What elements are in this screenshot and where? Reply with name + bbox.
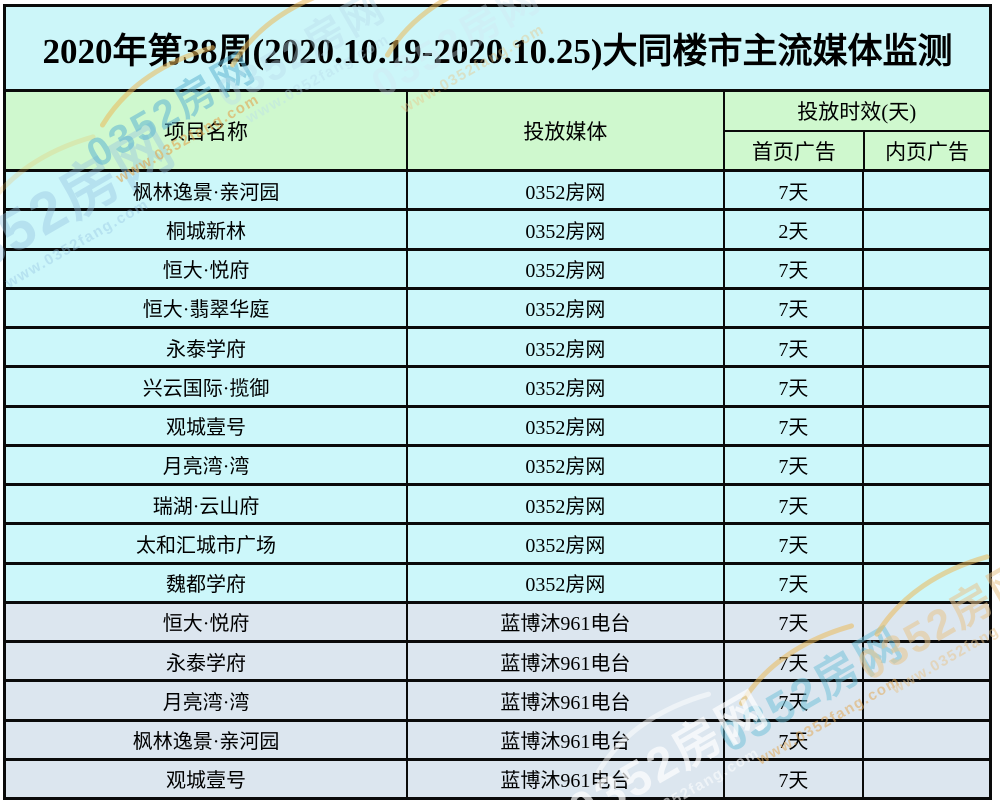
table-row: 恒大·悦府 0352房网 7天 [6, 247, 989, 287]
cell-project-name: 太和汇城市广场 [136, 534, 277, 557]
cell-homepage-days: 7天 [722, 407, 863, 444]
table-row: 桐城新林 0352房网 2天 [6, 208, 989, 248]
cell-project-name: 永泰学府 [166, 652, 247, 675]
cell-homepage-days: 7天 [722, 603, 863, 640]
cell-homepage-days: 7天 [722, 643, 863, 680]
cell-media: 0352房网 [406, 564, 723, 601]
table-row: 兴云国际·揽御 0352房网 7天 [6, 365, 989, 405]
table-row: 永泰学府 0352房网 7天 [6, 326, 989, 366]
cell-project-name: 观城壹号 [166, 417, 247, 440]
cell-innerpage-days [862, 760, 989, 797]
table-row: 恒大·悦府 蓝博沐961电台 7天 [6, 600, 989, 640]
cell-homepage-days: 7天 [722, 368, 863, 405]
cell-project-name: 恒大·悦府 [162, 260, 250, 283]
cell-project-name: 永泰学府 [166, 338, 247, 361]
cell-project-name: 兴云国际·揽御 [142, 377, 270, 400]
cell-media: 0352房网 [406, 486, 723, 523]
cell-homepage-days: 7天 [722, 172, 863, 209]
table-row: 瑞湖·云山府 0352房网 7天 [6, 483, 989, 523]
cell-media: 0352房网 [406, 172, 723, 209]
table-row: 太和汇城市广场 0352房网 7天 [6, 522, 989, 562]
cell-project-name: 恒大·悦府 [162, 613, 250, 636]
column-header-project: 项目名称 [164, 119, 249, 144]
column-group-duration: 投放时效(天) 首页广告 内页广告 [722, 92, 989, 169]
cell-homepage-days: 2天 [722, 211, 863, 248]
table-row: 观城壹号 蓝博沐961电台 7天 [6, 757, 989, 797]
cell-project-name: 月亮湾·湾 [162, 691, 250, 714]
cell-media: 0352房网 [406, 250, 723, 287]
table-row: 观城壹号 0352房网 7天 [6, 404, 989, 444]
cell-media: 蓝博沐961电台 [406, 682, 723, 719]
cell-innerpage-days [862, 564, 989, 601]
table-body: 枫林逸景·亲河园 0352房网 7天 桐城新林 0352房网 2天 恒大·悦府 … [6, 172, 989, 797]
cell-project-name: 枫林逸景·亲河园 [132, 181, 280, 204]
cell-project-name: 观城壹号 [166, 770, 247, 793]
cell-innerpage-days [862, 682, 989, 719]
cell-project-name: 恒大·翡翠华庭 [142, 299, 270, 322]
cell-project-name: 枫林逸景·亲河园 [132, 731, 280, 754]
cell-innerpage-days [862, 289, 989, 326]
cell-media: 蓝博沐961电台 [406, 760, 723, 797]
cell-homepage-days: 7天 [722, 446, 863, 483]
cell-homepage-days: 7天 [722, 564, 863, 601]
cell-innerpage-days [862, 721, 989, 758]
cell-homepage-days: 7天 [722, 250, 863, 287]
table-header: 项目名称 投放媒体 投放时效(天) 首页广告 内页广告 [6, 92, 989, 172]
cell-homepage-days: 7天 [722, 289, 863, 326]
cell-media: 0352房网 [406, 329, 723, 366]
cell-innerpage-days [862, 446, 989, 483]
cell-media: 0352房网 [406, 211, 723, 248]
cell-media: 0352房网 [406, 368, 723, 405]
cell-homepage-days: 7天 [722, 329, 863, 366]
cell-homepage-days: 7天 [722, 682, 863, 719]
cell-media: 0352房网 [406, 407, 723, 444]
cell-project-name: 桐城新林 [166, 220, 247, 243]
cell-innerpage-days [862, 368, 989, 405]
cell-project-name: 月亮湾·湾 [162, 456, 250, 479]
cell-innerpage-days [862, 525, 989, 562]
media-monitor-table: 2020年第38周(2020.10.19-2020.10.25)大同楼市主流媒体… [3, 4, 992, 800]
duration-subheaders: 首页广告 内页广告 [725, 132, 989, 169]
cell-homepage-days: 7天 [722, 721, 863, 758]
cell-project-name: 瑞湖·云山府 [152, 495, 260, 518]
cell-innerpage-days [862, 250, 989, 287]
cell-innerpage-days [862, 211, 989, 248]
cell-homepage-days: 7天 [722, 525, 863, 562]
cell-media: 蓝博沐961电台 [406, 603, 723, 640]
cell-innerpage-days [862, 407, 989, 444]
table-row: 恒大·翡翠华庭 0352房网 7天 [6, 286, 989, 326]
page-title: 2020年第38周(2020.10.19-2020.10.25)大同楼市主流媒体… [6, 7, 989, 92]
cell-media: 0352房网 [406, 289, 723, 326]
column-header-homepage-ad: 首页广告 [751, 139, 836, 164]
cell-innerpage-days [862, 603, 989, 640]
cell-media: 0352房网 [406, 525, 723, 562]
table-row: 月亮湾·湾 蓝博沐961电台 7天 [6, 679, 989, 719]
table-row: 枫林逸景·亲河园 0352房网 7天 [6, 172, 989, 209]
cell-innerpage-days [862, 486, 989, 523]
cell-homepage-days: 7天 [722, 486, 863, 523]
cell-innerpage-days [862, 329, 989, 366]
cell-project-name: 魏都学府 [166, 574, 247, 597]
cell-media: 蓝博沐961电台 [406, 721, 723, 758]
table-row: 月亮湾·湾 0352房网 7天 [6, 443, 989, 483]
table-row: 魏都学府 0352房网 7天 [6, 561, 989, 601]
cell-media: 蓝博沐961电台 [406, 643, 723, 680]
cell-media: 0352房网 [406, 446, 723, 483]
column-header-innerpage-ad: 内页广告 [863, 132, 989, 169]
cell-innerpage-days [862, 643, 989, 680]
table-row: 永泰学府 蓝博沐961电台 7天 [6, 640, 989, 680]
column-header-media: 投放媒体 [406, 92, 723, 169]
column-header-duration-group: 投放时效(天) [724, 92, 989, 132]
cell-innerpage-days [862, 172, 989, 209]
table-row: 枫林逸景·亲河园 蓝博沐961电台 7天 [6, 718, 989, 758]
cell-homepage-days: 7天 [722, 760, 863, 797]
